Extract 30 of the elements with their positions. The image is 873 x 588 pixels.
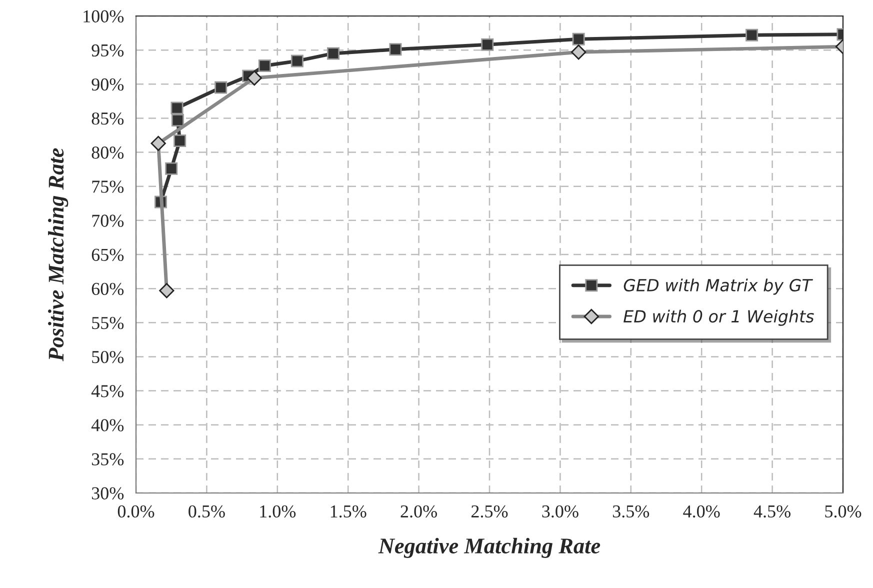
y-tick-label: 30%: [92, 487, 124, 500]
legend-label: ED with 0 or 1 Weights: [624, 310, 814, 326]
y-tick-label: 70%: [92, 214, 124, 227]
x-axis-title: Negative Matching Rate: [378, 538, 600, 558]
x-tick-label: 1.0%: [260, 505, 296, 518]
y-tick-label: 75%: [92, 180, 124, 193]
y-tick-label: 35%: [92, 453, 124, 466]
x-tick-label: 1.5%: [330, 505, 366, 518]
y-tick-label: 40%: [91, 419, 124, 432]
x-tick-label: 2.5%: [471, 505, 508, 518]
x-tick-label: 3.0%: [542, 505, 578, 518]
y-tick-label: 100%: [84, 10, 124, 22]
y-tick-label: 50%: [92, 350, 124, 364]
y-tick-label: 45%: [91, 385, 124, 398]
y-tick-label: 60%: [92, 282, 124, 296]
y-tick-label: 80%: [92, 146, 124, 159]
y-tick-label: 95%: [92, 44, 124, 57]
legend-label: GED with Matrix by GT: [624, 278, 813, 295]
x-tick-label: 0.5%: [188, 505, 225, 518]
y-axis-title: Positive Matching Rate: [48, 148, 68, 362]
y-tick-label: 65%: [92, 248, 124, 261]
y-tick-label: 55%: [92, 316, 124, 330]
x-tick-label: 4.5%: [754, 505, 790, 518]
x-tick-label: 0.0%: [118, 505, 154, 518]
x-tick-label: 3.5%: [612, 505, 650, 518]
x-tick-label: 2.0%: [400, 505, 437, 518]
y-tick-label: 90%: [92, 78, 124, 91]
x-tick-label: 4.0%: [683, 505, 720, 518]
y-tick-label: 85%: [92, 112, 124, 125]
x-tick-label: 5.0%: [825, 505, 862, 518]
